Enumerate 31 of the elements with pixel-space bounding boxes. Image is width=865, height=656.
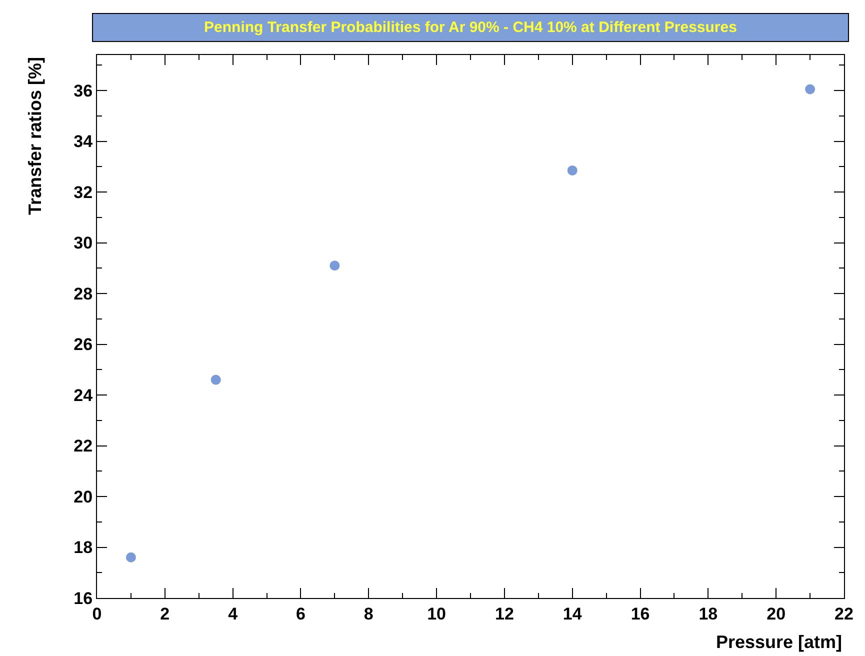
- x-tick-label: 6: [296, 604, 306, 624]
- point: [126, 552, 136, 562]
- point: [805, 84, 816, 94]
- point: [210, 374, 221, 385]
- x-tick-label: 14: [562, 604, 582, 624]
- y-tick-label: 20: [74, 487, 93, 506]
- x-tick-label: 16: [630, 604, 650, 624]
- point: [330, 260, 340, 271]
- x-tick-label: 12: [494, 604, 514, 624]
- point: [567, 165, 578, 176]
- y-tick-label: 34: [74, 132, 94, 152]
- y-axis-title: Transfer ratios [%]: [25, 56, 45, 215]
- x-tick-label: 0: [92, 604, 102, 624]
- y-tick-label: 28: [74, 284, 93, 304]
- x-tick-label: 20: [766, 604, 786, 624]
- y-tick-label: 22: [74, 436, 93, 456]
- x-tick-label: 22: [834, 604, 854, 624]
- y-tick-label: 24: [74, 386, 94, 405]
- y-tick-label: 26: [74, 335, 93, 354]
- x-tick-label: 2: [160, 604, 170, 624]
- x-tick-label: 8: [364, 604, 374, 624]
- x-tick-label: 10: [427, 604, 446, 624]
- chart-title: Penning Transfer Probabilities for Ar 90% - CH4 10% at Different Pressures: [204, 19, 737, 36]
- x-axis-title: Pressure [atm]: [716, 632, 842, 652]
- y-tick-label: 30: [74, 234, 93, 253]
- y-tick-label: 36: [74, 81, 93, 100]
- y-tick-label: 16: [74, 588, 93, 608]
- y-tick-label: 32: [74, 182, 93, 202]
- y-tick-label: 18: [74, 538, 93, 558]
- x-tick-label: 4: [228, 604, 238, 624]
- x-tick-label: 18: [698, 604, 718, 624]
